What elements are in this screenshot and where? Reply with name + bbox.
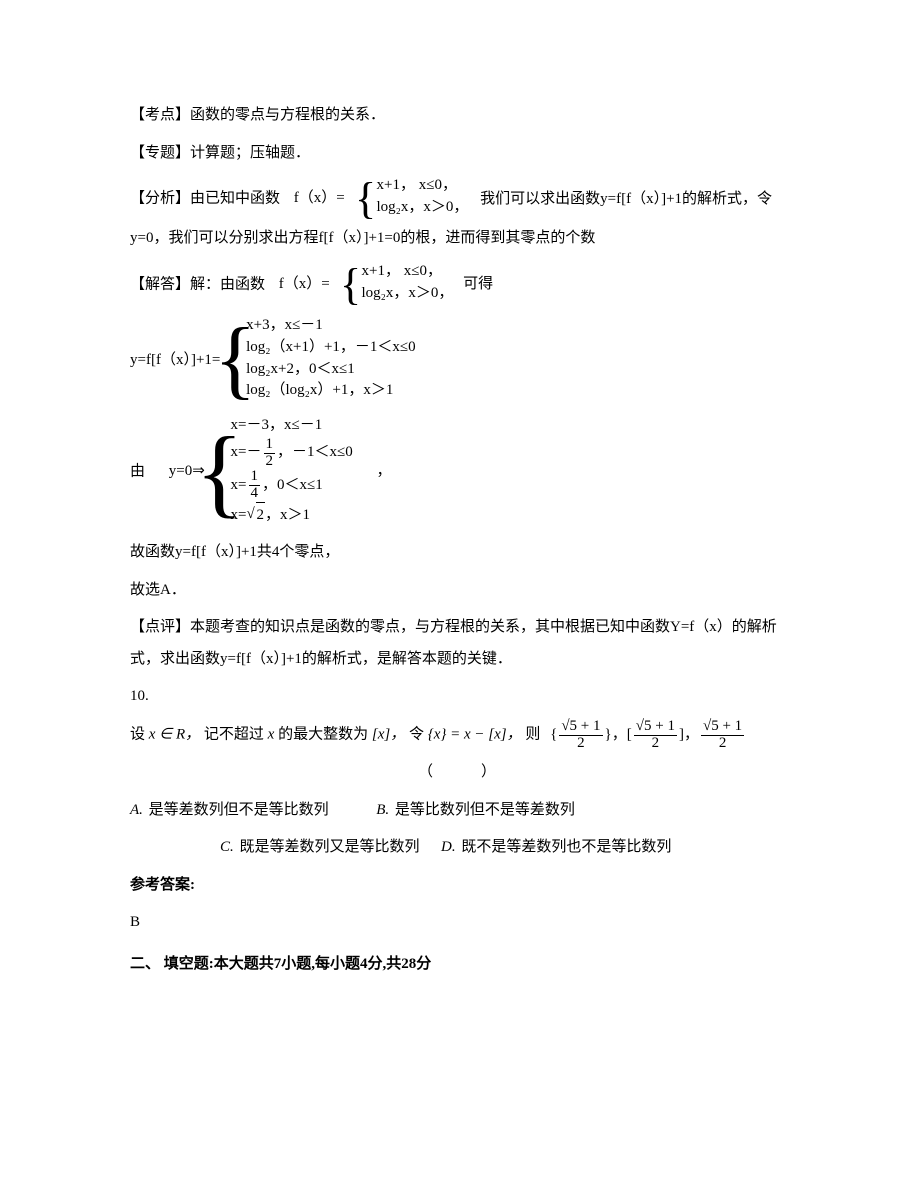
composite-piecewise: { x+3，x≤－1 log₂（x+1）+1，－1＜x≤0 log₂x+2，0＜… — [224, 315, 416, 407]
q10-x1: x — [268, 726, 275, 742]
q10-curly: {x} = x − [x]， — [428, 726, 522, 742]
zhuanti-text: 计算题；压轴题． — [190, 145, 310, 161]
jieda-piecewise: { x+1， x≤0， log₂x，x＞0， — [340, 261, 454, 309]
q10-mid2: 的最大整数为 — [278, 726, 368, 742]
comp-line-1: x+3，x≤－1 — [246, 317, 323, 333]
triple-1-lb: { — [550, 726, 557, 742]
fenxi-block: 【分析】由已知中函数 f（x）= { x+1， x≤0， log₂x，x＞0， … — [130, 175, 790, 255]
answer-label: 参考答案: — [130, 870, 790, 902]
comp-line-3: log₂x+2，0＜x≤1 — [246, 361, 355, 377]
kaodian-label: 【考点】 — [130, 107, 190, 123]
dianping-line: 【点评】本题考查的知识点是函数的零点，与方程根的关系，其中根据已知中函数Y=f（… — [130, 612, 790, 675]
left-brace-icon: { — [209, 409, 231, 536]
optC-text: 既是等差数列又是等比数列 — [240, 839, 420, 855]
q10-stem-prefix: 设 — [130, 726, 145, 742]
optD-label: D. — [441, 839, 456, 855]
fenxi-feq: f（x）= — [294, 183, 345, 215]
kaodian-line: 【考点】函数的零点与方程根的关系． — [130, 100, 790, 132]
answer-value: B — [130, 907, 790, 939]
optA-label: A. — [130, 802, 143, 818]
q10-options-row1: A. 是等差数列但不是等比数列 B. 是等比数列但不是等差数列 — [130, 795, 790, 827]
left-brace-icon: { — [355, 171, 377, 227]
optB-text: 是等比数列但不是等差数列 — [395, 802, 575, 818]
section-2-heading: 二、 填空题:本大题共7小题,每小题4分,共28分 — [130, 949, 790, 981]
y0-comma: ， — [377, 463, 392, 479]
y0-block: 由 y=0⇒ { x=－3，x≤－1 x=－12，－1＜x≤0 x=14，0＜x… — [130, 413, 790, 532]
piece-line-1: x+1， x≤0， — [377, 177, 457, 193]
optC-label: C. — [220, 839, 234, 855]
left-brace-icon: { — [340, 257, 362, 313]
q10-mid4: 则 — [525, 726, 540, 742]
y0-piecewise: { x=－3，x≤－1 x=－12，－1＜x≤0 x=14，0＜x≤1 x=2，… — [209, 413, 353, 532]
y0-line-1: x=－3，x≤－1 — [231, 417, 323, 433]
fenxi-prefix: 由已知中函数 — [190, 191, 280, 207]
kaodian-text: 函数的零点与方程根的关系． — [190, 107, 385, 123]
comp-line-2: log₂（x+1）+1，－1＜x≤0 — [246, 339, 416, 355]
comp-line-4: log₂（log₂x）+1，x＞1 — [246, 382, 393, 398]
piece-line-2: log₂x，x＞0， — [377, 199, 469, 215]
triple-2-num: √5 + 1 — [634, 719, 677, 736]
optA-text: 是等差数列但不是等比数列 — [149, 802, 329, 818]
jieda-tail: 可得 — [463, 276, 493, 292]
dianping-label: 【点评】 — [130, 619, 190, 635]
q10-mid1: 记不超过 — [204, 726, 264, 742]
q10-triple: {√5 + 12}，[√5 + 12]，√5 + 12 — [550, 719, 746, 752]
triple-3-num: √5 + 1 — [701, 719, 744, 736]
conclusion-2: 故选A． — [130, 575, 790, 607]
zhuanti-line: 【专题】计算题；压轴题． — [130, 138, 790, 170]
q10-paren-marker: （ ） — [130, 757, 790, 789]
y0-prefix: 由 — [130, 463, 145, 479]
piece-line-1b: x+1， x≤0， — [362, 263, 442, 279]
q10-stem: 设 x ∈ R， 记不超过 x 的最大整数为 [x]， 令 {x} = x − … — [130, 719, 790, 752]
triple-2-den: 2 — [634, 736, 677, 752]
jieda-label: 【解答】 — [130, 276, 190, 292]
zhuanti-label: 【专题】 — [130, 145, 190, 161]
y0-line-2: x=－12，－1＜x≤0 — [231, 444, 353, 460]
triple-3-den: 2 — [701, 736, 744, 752]
triple-1-den: 2 — [559, 736, 602, 752]
q10-bx: [x]， — [372, 726, 405, 742]
triple-1-num: √5 + 1 — [559, 719, 602, 736]
q10-options-row2: C. 既是等差数列又是等比数列 D. 既不是等差数列也不是等比数列 — [130, 832, 790, 864]
triple-sep-2: ， — [684, 726, 699, 742]
triple-sep-1: ， — [612, 726, 627, 742]
piece-line-2b: log₂x，x＞0， — [362, 285, 454, 301]
jieda-feq: f（x）= — [279, 269, 330, 301]
optD-text: 既不是等差数列也不是等比数列 — [461, 839, 671, 855]
q10-mid3: 令 — [409, 726, 424, 742]
optB-label: B. — [376, 802, 389, 818]
triple-1-rb: } — [605, 726, 612, 742]
q10-x-in-r: x ∈ R， — [149, 726, 200, 742]
q10-number: 10. — [130, 681, 790, 713]
fenxi-label: 【分析】 — [130, 191, 190, 207]
fenxi-piecewise: { x+1， x≤0， log₂x，x＞0， — [355, 175, 469, 223]
dianping-text: 本题考查的知识点是函数的零点，与方程根的关系，其中根据已知中函数Y=f（x）的解… — [130, 619, 777, 667]
y0-line-3: x=14，0＜x≤1 — [231, 477, 323, 493]
